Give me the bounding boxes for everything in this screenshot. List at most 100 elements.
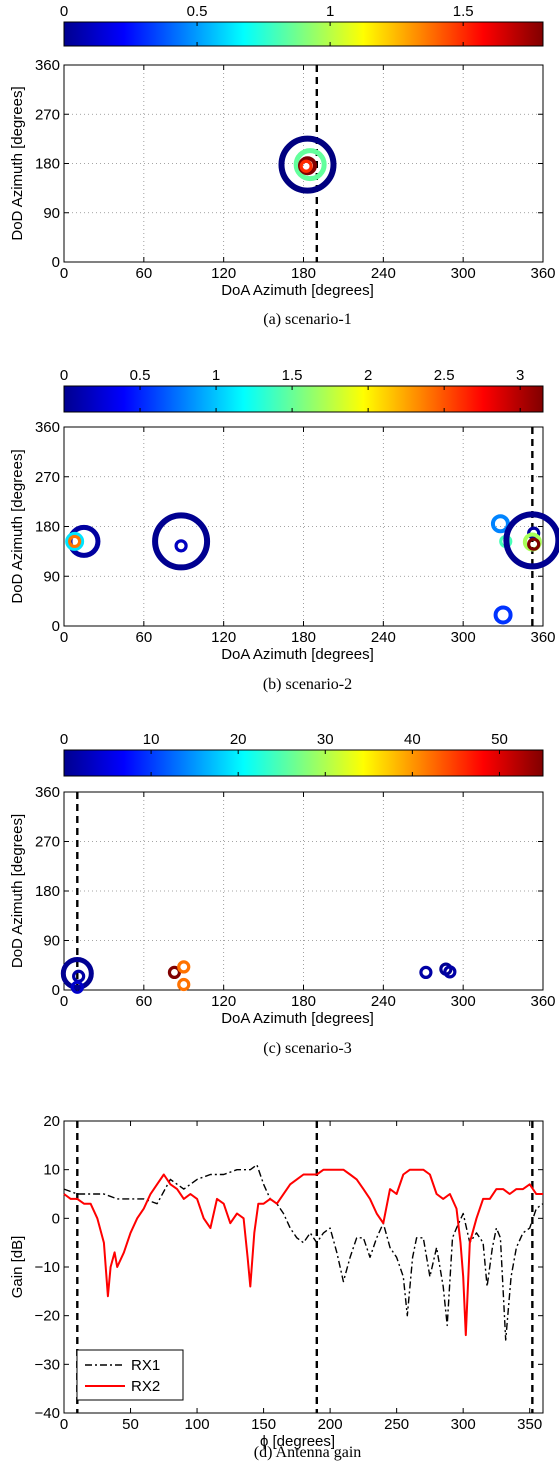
y-axis-label: Gain [dB] [9,1236,26,1299]
x-axis-label: DoA Azimuth [degrees] [221,282,374,299]
caption: (b) scenario-2 [263,676,352,693]
x-tick-label: 60 [135,993,152,1010]
x-tick-label: 250 [384,1416,409,1433]
colorbar-tick-label: 20 [230,731,247,748]
x-tick-label: 60 [135,265,152,282]
x-tick-label: 50 [122,1416,139,1433]
scatter-point [65,531,85,551]
y-axis-label: DoD Azimuth [degrees] [9,814,26,968]
colorbar-tick-label: 0 [60,731,68,748]
scatter-point [68,534,82,549]
colorbar-tick-label: 10 [143,731,160,748]
caption: (c) scenario-3 [263,1040,351,1057]
colorbar-tick-label: 3 [516,367,524,384]
x-tick-label: 180 [291,993,316,1010]
x-tick-label: 0 [60,993,68,1010]
caption: (d) Antenna gain [254,1444,362,1461]
x-tick-label: 300 [451,629,476,646]
colorbar-tick-label: 0 [60,367,68,384]
x-tick-label: 0 [60,629,68,646]
scatter-point [167,965,182,980]
colorbar-tick-label: 30 [317,731,334,748]
scatter-point [493,605,513,625]
x-tick-label: 120 [211,629,236,646]
scatter-point [299,159,313,173]
y-tick-label: 20 [43,1113,60,1130]
scatter-point [60,957,94,990]
colorbar-tick-label: 2 [364,367,372,384]
gain-panel: 0 50 100 150 200 250 300 350 −40 −30 −20 −10 0 10 20 RX… [9,1113,544,1461]
y-tick-label: 10 [43,1162,60,1179]
y-tick-label: 90 [43,568,60,585]
scatter-panel-2: 0 0.5 1 1.5 2 2.5 3 0 60 120 180 240 300 360 0 90 180 270… [9,367,559,693]
scatter-point [293,148,327,182]
x-axis-label: ϕ [degrees] [260,1433,335,1450]
x-tick-label: 120 [211,265,236,282]
x-tick-label: 300 [451,993,476,1010]
x-tick-label: 150 [251,1416,276,1433]
y-tick-label: 360 [35,419,60,436]
colorbar-tick-label: 0.5 [187,3,208,20]
scatter-point [70,980,84,994]
legend-label: RX2 [131,1378,160,1395]
scatter-point [490,514,510,534]
x-tick-label: 0 [60,265,68,282]
colorbar-tick-label: 2.5 [434,367,455,384]
scatter-point [419,965,433,980]
scatter-point [278,135,337,194]
x-tick-label: 240 [371,265,396,282]
x-tick-label: 360 [530,993,555,1010]
colorbar-tick-label: 1 [212,367,220,384]
x-axis-label: DoA Azimuth [degrees] [221,1010,374,1027]
colorbar-tick-label: 0.5 [130,367,151,384]
scatter-panel-3: 0 10 20 30 40 50 0 60 120 180 240 300 360 0 90 180 270 36… [9,731,556,1057]
x-tick-label: 300 [451,265,476,282]
y-tick-label: 90 [43,205,60,222]
x-tick-label: 200 [318,1416,343,1433]
y-tick-label: 270 [35,106,60,123]
y-tick-label: 0 [52,1210,60,1227]
colorbar [63,21,544,47]
y-tick-label: 270 [35,834,60,851]
y-axis-label: DoD Azimuth [degrees] [9,449,26,603]
y-tick-label: −30 [35,1356,60,1373]
x-tick-label: 60 [135,629,152,646]
y-tick-label: 180 [35,519,60,536]
y-tick-label: 180 [35,156,60,173]
y-tick-label: 0 [52,618,60,635]
scatter-point [527,537,541,551]
y-tick-label: 90 [43,933,60,950]
x-tick-label: 180 [291,629,316,646]
y-tick-label: 360 [35,784,60,801]
y-tick-label: 0 [52,254,60,271]
series-line-rx1 [63,1164,544,1341]
x-axis-label: DoA Azimuth [degrees] [221,646,374,663]
x-tick-label: 240 [371,993,396,1010]
caption: (a) scenario-1 [263,311,351,328]
series-line-rx2 [63,1168,543,1337]
x-tick-label: 360 [530,265,555,282]
colorbar-tick-label: 1 [326,3,334,20]
y-tick-label: 360 [35,57,60,74]
colorbar-tick-label: 0 [60,3,68,20]
x-tick-label: 0 [60,1416,68,1433]
colorbar-tick-label: 50 [491,731,508,748]
x-tick-label: 300 [451,1416,476,1433]
scatter-point [177,977,191,992]
scatter-point [152,512,211,571]
x-tick-label: 360 [530,629,555,646]
y-axis-label: DoD Azimuth [degrees] [9,86,26,240]
legend-label: RX1 [131,1357,160,1374]
scatter-point [174,539,188,553]
scatter-point [443,965,457,979]
plot-area [63,426,544,627]
x-tick-label: 240 [371,629,396,646]
y-tick-label: −10 [35,1259,60,1276]
colorbar-tick-label: 1.5 [453,3,474,20]
colorbar-tick-label: 1.5 [282,367,303,384]
colorbar-tick-label: 40 [404,731,421,748]
colorbar [63,385,544,413]
y-tick-label: 0 [52,982,60,999]
y-tick-label: 180 [35,883,60,900]
